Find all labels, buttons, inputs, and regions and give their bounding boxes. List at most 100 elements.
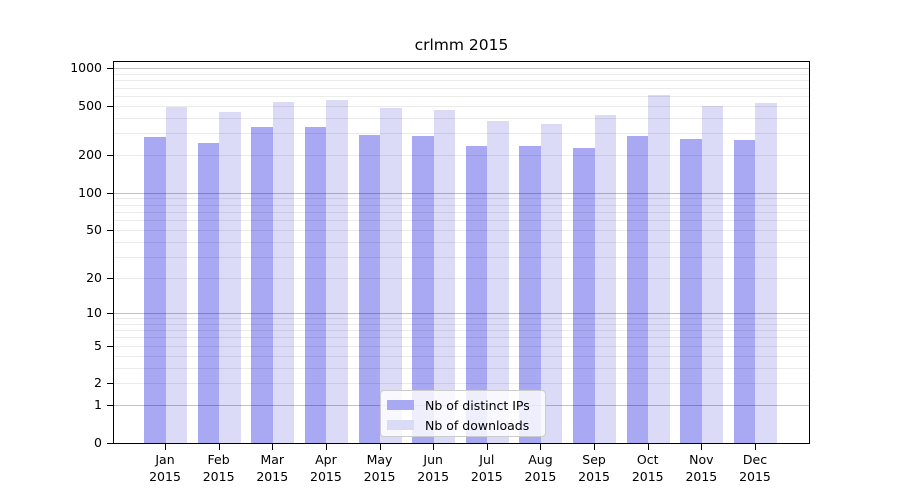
y-tick-mark (106, 405, 114, 407)
x-tick-label: Jan 2015 (149, 452, 181, 484)
x-tick-label: Aug 2015 (524, 452, 557, 484)
x-tick-label: Nov 2015 (685, 452, 718, 484)
bar-distinct-ips (573, 147, 595, 443)
y-tick-mark (106, 443, 114, 444)
y-tick-mark (106, 312, 114, 314)
x-tick-label: Dec 2015 (739, 452, 771, 484)
legend-item-distinct-ips: Nb of distinct IPs (381, 395, 545, 415)
gridline-minor (114, 73, 809, 75)
gridline-minor (114, 133, 809, 135)
bar-distinct-ips (358, 135, 381, 443)
x-tick-mark (272, 444, 274, 450)
y-tick-mark (106, 105, 114, 107)
gridline-minor (114, 367, 809, 369)
gridline-minor (114, 355, 809, 357)
gridline-major (114, 192, 809, 194)
x-tick-mark (647, 444, 649, 450)
x-tick-label: Apr 2015 (310, 452, 342, 484)
gridline-minor (114, 87, 809, 89)
legend-label-distinct-ips: Nb of distinct IPs (425, 397, 530, 413)
x-tick-label: Oct 2015 (631, 452, 664, 484)
y-tick-label: 100 (78, 184, 102, 200)
gridline-minor (114, 229, 809, 231)
y-tick-mark (106, 192, 114, 194)
x-tick-label: Sep 2015 (578, 452, 610, 484)
gridline-minor (114, 105, 809, 107)
bar-downloads (272, 101, 295, 443)
y-tick-label: 2 (94, 375, 102, 391)
gridline-minor (114, 198, 809, 200)
gridline-minor (114, 318, 809, 320)
bar-downloads (380, 108, 402, 443)
x-tick-label: Mar 2015 (256, 452, 289, 484)
y-tick-mark (106, 383, 114, 385)
x-tick-mark (701, 444, 703, 450)
y-tick-mark (106, 68, 114, 70)
y-tick-label: 1000 (70, 60, 102, 76)
y-tick-mark (106, 229, 114, 231)
y-tick-label: 1 (94, 397, 102, 413)
y-tick-label: 200 (78, 147, 102, 163)
bars-layer (114, 62, 809, 443)
y-tick-label: 20 (86, 269, 102, 285)
gridline-minor (114, 256, 809, 258)
y-tick-label: 50 (86, 221, 102, 237)
x-tick-label: May 2015 (363, 452, 396, 484)
y-tick-label: 500 (78, 97, 102, 113)
bar-distinct-ips (733, 139, 756, 443)
gridline-minor (114, 220, 809, 221)
legend: Nb of distinct IPs Nb of downloads (380, 390, 546, 437)
bar-distinct-ips (197, 142, 220, 443)
gridline-minor (114, 117, 809, 119)
y-tick-label: 5 (94, 337, 102, 353)
bar-distinct-ips (680, 138, 702, 443)
gridline-minor (114, 330, 809, 332)
y-tick-mark (106, 345, 114, 347)
gridline-minor (114, 323, 809, 325)
legend-label-downloads: Nb of downloads (425, 417, 530, 433)
bar-downloads (701, 106, 724, 443)
x-tick-label: Jun 2015 (417, 452, 450, 484)
x-tick-mark (379, 444, 381, 450)
x-tick-label: Feb 2015 (202, 452, 235, 484)
bar-distinct-ips (251, 127, 273, 443)
plot-area: Nb of distinct IPs Nb of downloads (113, 61, 810, 444)
gridline-major (114, 312, 809, 314)
y-tick-mark (106, 155, 114, 157)
bar-downloads (594, 114, 617, 443)
legend-swatch-downloads (387, 419, 414, 431)
gridline-minor (114, 337, 809, 339)
x-tick-mark (754, 444, 756, 450)
x-tick-mark (594, 444, 596, 450)
bar-distinct-ips (626, 136, 649, 443)
gridline-minor (114, 204, 809, 206)
x-tick-mark (486, 444, 488, 450)
gridline-minor (114, 155, 809, 157)
x-tick-mark (433, 444, 435, 450)
x-tick-mark (540, 444, 542, 450)
y-tick-label: 0 (94, 435, 102, 450)
bar-distinct-ips (465, 145, 488, 443)
gridline-minor (114, 241, 809, 243)
legend-swatch-distinct-ips (387, 399, 414, 411)
bar-downloads (219, 111, 241, 443)
y-tick-label: 10 (86, 304, 102, 320)
x-tick-mark (218, 444, 220, 450)
bar-distinct-ips (519, 145, 541, 443)
gridline-minor (114, 345, 809, 347)
bar-downloads (540, 124, 563, 443)
gridline-minor (114, 80, 809, 82)
bar-downloads (165, 107, 187, 443)
bar-downloads (755, 102, 777, 443)
bar-downloads (326, 100, 348, 443)
chart-title: crlmm 2015 (414, 36, 509, 54)
gridline-major (114, 68, 809, 70)
bar-distinct-ips (304, 127, 327, 443)
gridline-minor (114, 277, 809, 279)
gridline-minor (114, 95, 809, 97)
bar-distinct-ips (412, 135, 434, 443)
bar-downloads (433, 109, 456, 443)
y-tick-mark (106, 277, 114, 279)
